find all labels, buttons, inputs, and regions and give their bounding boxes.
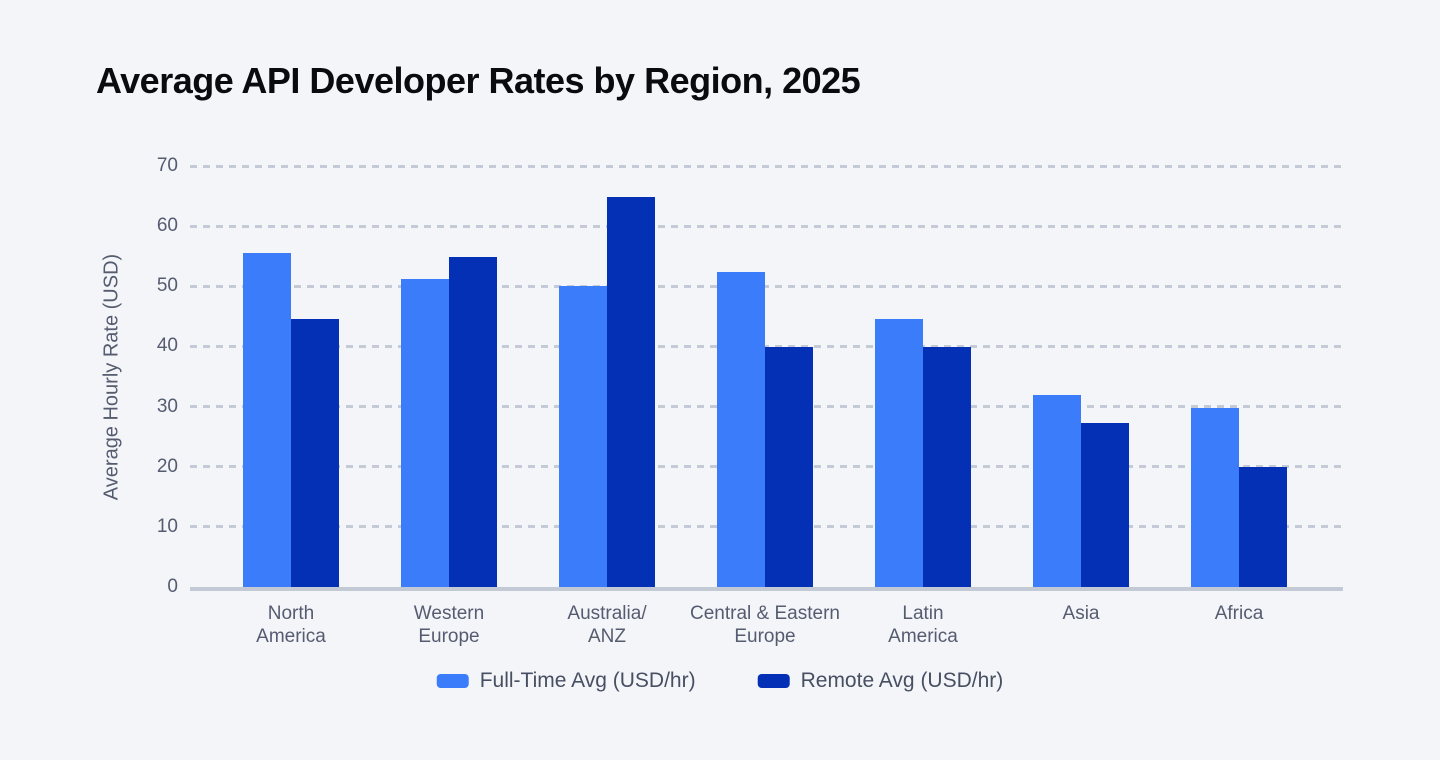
legend-swatch-remote (757, 674, 790, 688)
bar (401, 279, 449, 587)
y-tick-label-30: 30 (156, 395, 178, 417)
y-tick-label-20: 20 (156, 455, 178, 477)
y-tick-label-0: 0 (167, 576, 178, 597)
bar (765, 347, 813, 587)
bar (717, 272, 765, 587)
y-tick-label-60: 60 (156, 215, 178, 237)
bar (559, 286, 607, 587)
x-axis-category-label: Asia (1062, 603, 1100, 624)
y-tick-label-40: 40 (156, 335, 178, 357)
x-axis-category-label: North America (256, 603, 326, 647)
gridline-60 (190, 224, 1343, 228)
x-axis-category-label: Australia/ANZ (567, 603, 647, 647)
bar (291, 319, 339, 587)
legend-label-remote: Remote Avg (USD/hr) (800, 669, 1004, 692)
legend-item-remote: Remote Avg (USD/hr) (757, 669, 1004, 693)
gridline-70 (190, 164, 1343, 168)
plot-area: 0 10 20 30 40 50 60 70 Average Hourly Rate (USD… (101, 155, 1343, 647)
y-tick-label-50: 50 (156, 275, 178, 297)
legend-swatch-full-time (436, 674, 469, 688)
bar (1191, 407, 1239, 587)
y-tick-label-70: 70 (156, 155, 178, 176)
legend-item-full-time: Full-Time Avg (USD/hr) (436, 669, 696, 693)
y-axis-label: Average Hourly Rate (USD) (100, 253, 123, 500)
x-axis-category-label: Central & Eastern Europe (690, 603, 840, 647)
legend-label-full-time: Full-Time Avg (USD/hr) (479, 669, 696, 692)
bar (1081, 422, 1129, 587)
bar (1033, 394, 1081, 587)
y-tick-label-10: 10 (156, 515, 178, 537)
gridline-40 (190, 344, 1343, 348)
bar (875, 319, 923, 587)
gridline-50 (190, 284, 1343, 288)
bar (449, 257, 497, 587)
x-axis-line (190, 587, 1343, 591)
bar (243, 253, 291, 587)
bar (923, 347, 971, 587)
bar (607, 197, 655, 587)
bar (1239, 467, 1287, 587)
x-axis-category-label: Western Europe (413, 603, 485, 647)
legend: Full-Time Avg (USD/hr) Remote Avg (USD/h… (436, 669, 1004, 693)
chart-title: Average API Developer Rates by Region, 2… (96, 60, 861, 101)
x-axis-category-label: Latin America (888, 603, 958, 647)
x-axis-category-label: Africa (1214, 603, 1264, 624)
